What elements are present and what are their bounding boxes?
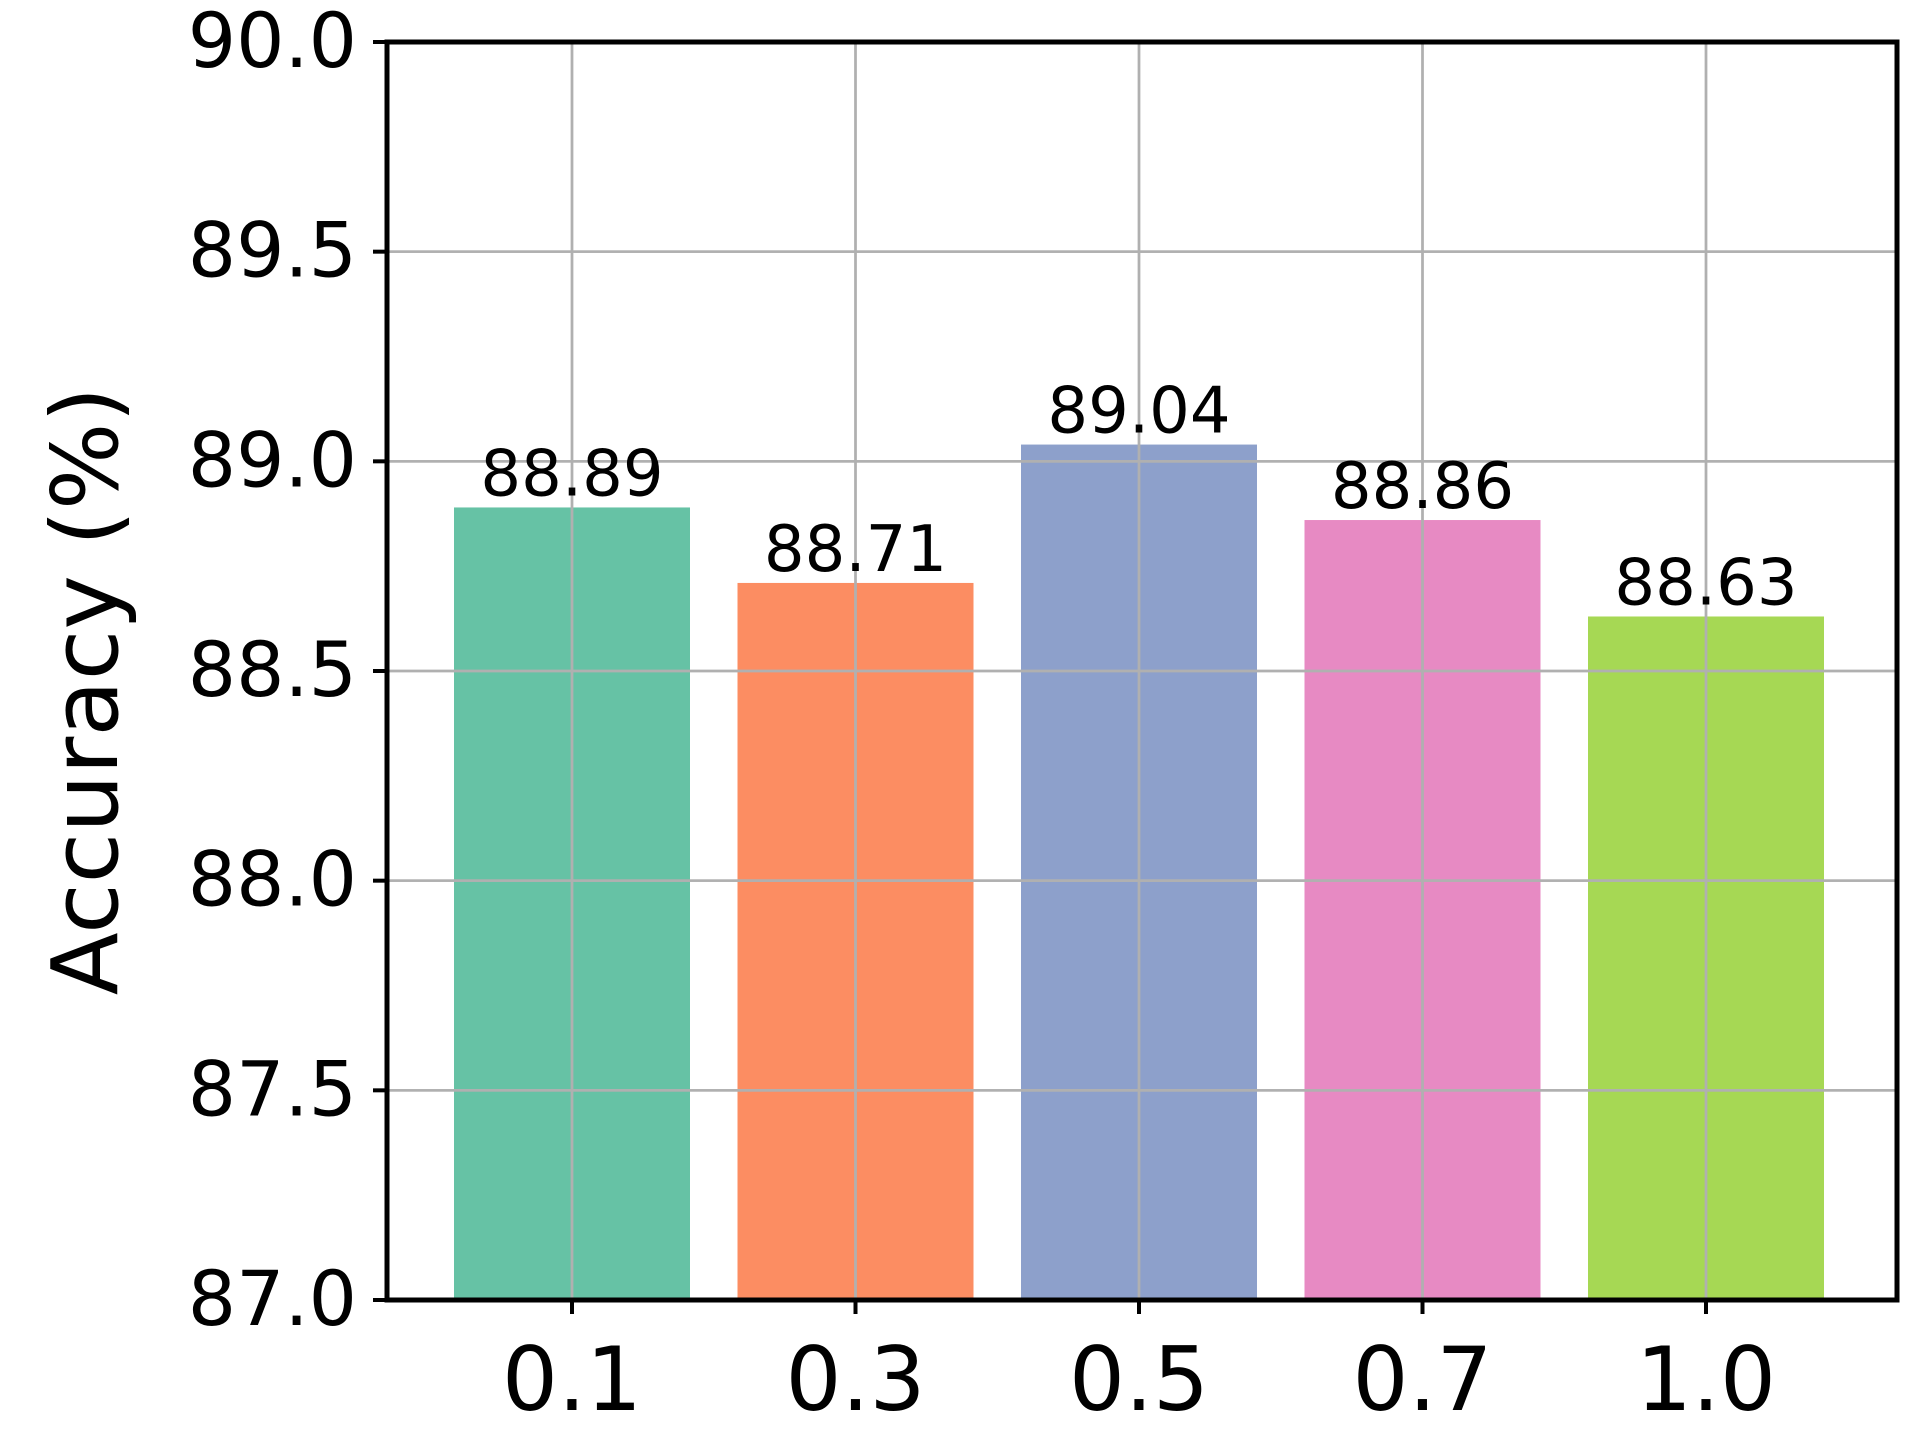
bar-value-label: 88.63 [1614, 546, 1797, 620]
y-tick-label: 90.0 [188, 0, 357, 85]
y-axis-title: Accuracy (%) [32, 387, 139, 995]
x-tick-label: 0.3 [786, 1328, 926, 1431]
x-tick-label: 0.1 [502, 1328, 642, 1431]
y-tick-label: 89.5 [188, 206, 357, 295]
y-tick-label: 87.5 [188, 1044, 357, 1133]
bar-value-label: 88.86 [1331, 450, 1514, 524]
bar-value-label: 88.89 [480, 437, 663, 511]
y-tick-label: 88.0 [188, 835, 357, 924]
bar-value-labels: 88.89 88.71 89.04 88.86 88.63 [480, 375, 1797, 621]
x-tick-label: 0.5 [1069, 1328, 1209, 1431]
x-ticks: 0.1 0.3 0.5 0.7 1.0 [502, 1300, 1776, 1431]
x-tick-label: 1.0 [1636, 1328, 1776, 1431]
y-tick-label: 89.0 [188, 415, 357, 504]
bar-value-label: 89.04 [1047, 375, 1230, 449]
x-tick-label: 0.7 [1353, 1328, 1493, 1431]
y-ticks: 87.0 87.5 88.0 88.5 89.0 89.5 90.0 [188, 0, 387, 1343]
y-tick-label: 87.0 [188, 1254, 357, 1343]
y-tick-label: 88.5 [188, 625, 357, 714]
bar-value-label: 88.71 [764, 513, 947, 587]
